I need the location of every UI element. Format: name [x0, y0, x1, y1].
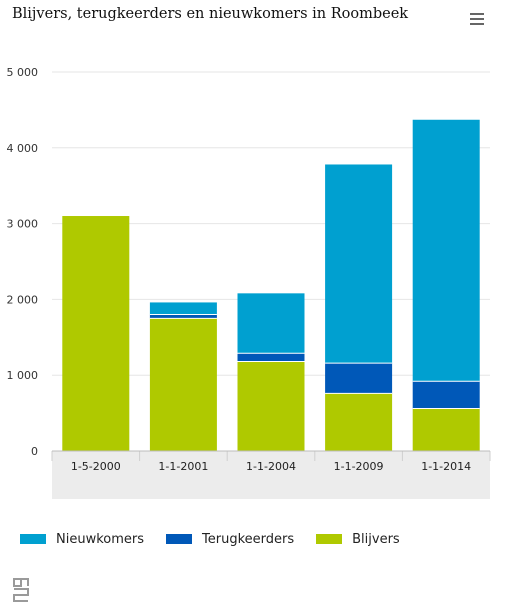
legend-label-terugkeerders: Terugkeerders [202, 531, 295, 547]
x-axis-band [52, 451, 490, 499]
bar-nieuwkomers-4[interactable] [412, 119, 480, 382]
hamburger-menu-icon[interactable] [470, 12, 486, 26]
bar-terugkeerders-1[interactable] [149, 314, 217, 319]
bar-blijvers-4[interactable] [412, 408, 480, 451]
y-tick-label: 1 000 [7, 369, 39, 382]
bar-terugkeerders-3[interactable] [325, 363, 393, 394]
stacked-bar-chart: 0 1 000 2 000 3 000 4 000 5 000 1-5-2000 1-1-20… [7, 66, 491, 499]
bar-blijvers-2[interactable] [237, 361, 305, 451]
y-tick-label: 5 000 [7, 66, 39, 79]
y-tick-label: 3 000 [7, 218, 39, 231]
bar-nieuwkomers-2[interactable] [237, 293, 305, 354]
x-tick-label: 1-1-2009 [334, 460, 384, 473]
x-tick-label: 1-1-2001 [158, 460, 208, 473]
legend-item-terugkeerders[interactable]: Terugkeerders [166, 532, 294, 547]
bar-nieuwkomers-1[interactable] [149, 302, 217, 315]
bar-blijvers-1[interactable] [149, 318, 217, 451]
legend-label-blijvers: Blijvers [352, 531, 400, 547]
y-tick-label: 4 000 [7, 142, 39, 155]
chart-title: Blijvers, terugkeerders en nieuwkomers i… [12, 6, 409, 22]
legend-label-nieuwkomers: Nieuwkomers [56, 531, 145, 547]
legend-item-blijvers[interactable]: Blijvers [316, 532, 400, 547]
x-tick-label: 1-1-2004 [246, 460, 296, 473]
y-tick-label: 2 000 [7, 293, 39, 306]
bar-terugkeerders-4[interactable] [412, 381, 480, 409]
legend-item-nieuwkomers[interactable]: Nieuwkomers [20, 532, 144, 547]
legend-swatch-terugkeerders [166, 534, 193, 544]
y-tick-label: 0 [31, 445, 38, 458]
bar-terugkeerders-2[interactable] [237, 353, 305, 362]
legend-swatch-nieuwkomers [20, 534, 46, 544]
bar-blijvers-0[interactable] [62, 216, 130, 451]
bar-nieuwkomers-3[interactable] [325, 164, 393, 364]
chart-legend: Nieuwkomers Terugkeerders Blijvers [20, 530, 422, 548]
bar-blijvers-3[interactable] [325, 393, 393, 451]
x-tick-label: 1-5-2000 [71, 460, 121, 473]
x-tick-label: 1-1-2014 [421, 460, 471, 473]
legend-swatch-blijvers [316, 534, 343, 544]
cbs-logo-icon [13, 578, 29, 602]
